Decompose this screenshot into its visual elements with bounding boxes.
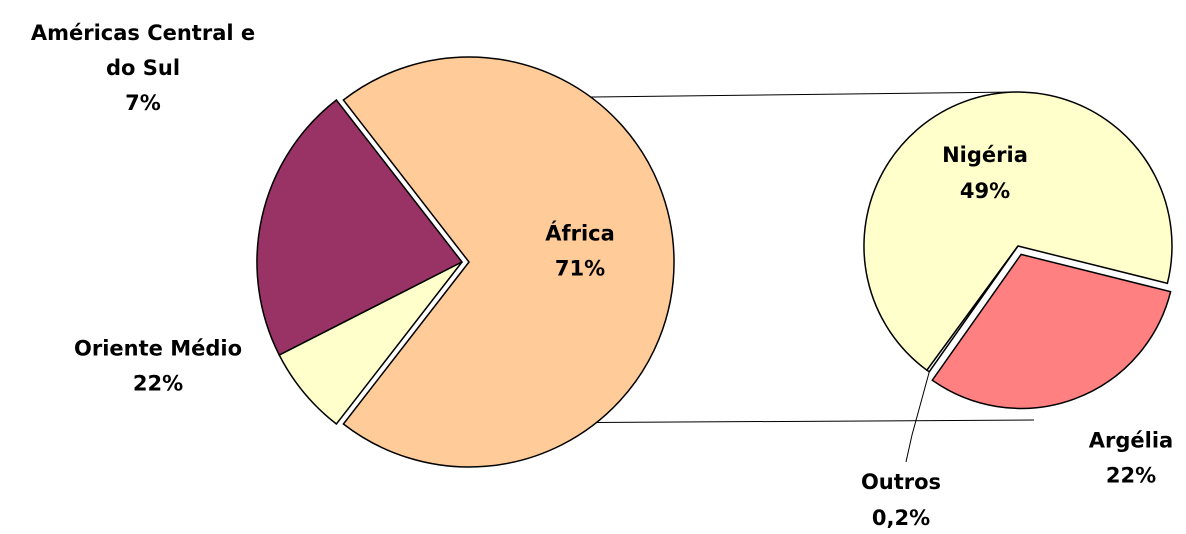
slice-americas-central-e-do-sul [278,261,463,426]
slice-nigeria [863,91,1173,372]
label-americas: Américas Central e do Sul 7% [31,21,255,115]
leader-line-outros [905,367,931,463]
label-outros: Outros 0,2% [861,470,941,530]
slice-argelia [931,253,1172,410]
label-nigeria: Nigéria 49% [942,143,1028,203]
slice-outros [925,245,1019,373]
label-africa: África 71% [545,221,615,281]
label-argelia: Argélia 22% [1089,429,1173,488]
slice-africa [342,56,675,468]
slice-oriente-medio [256,98,464,357]
label-oriente-medio: Oriente Médio 22% [74,337,242,396]
